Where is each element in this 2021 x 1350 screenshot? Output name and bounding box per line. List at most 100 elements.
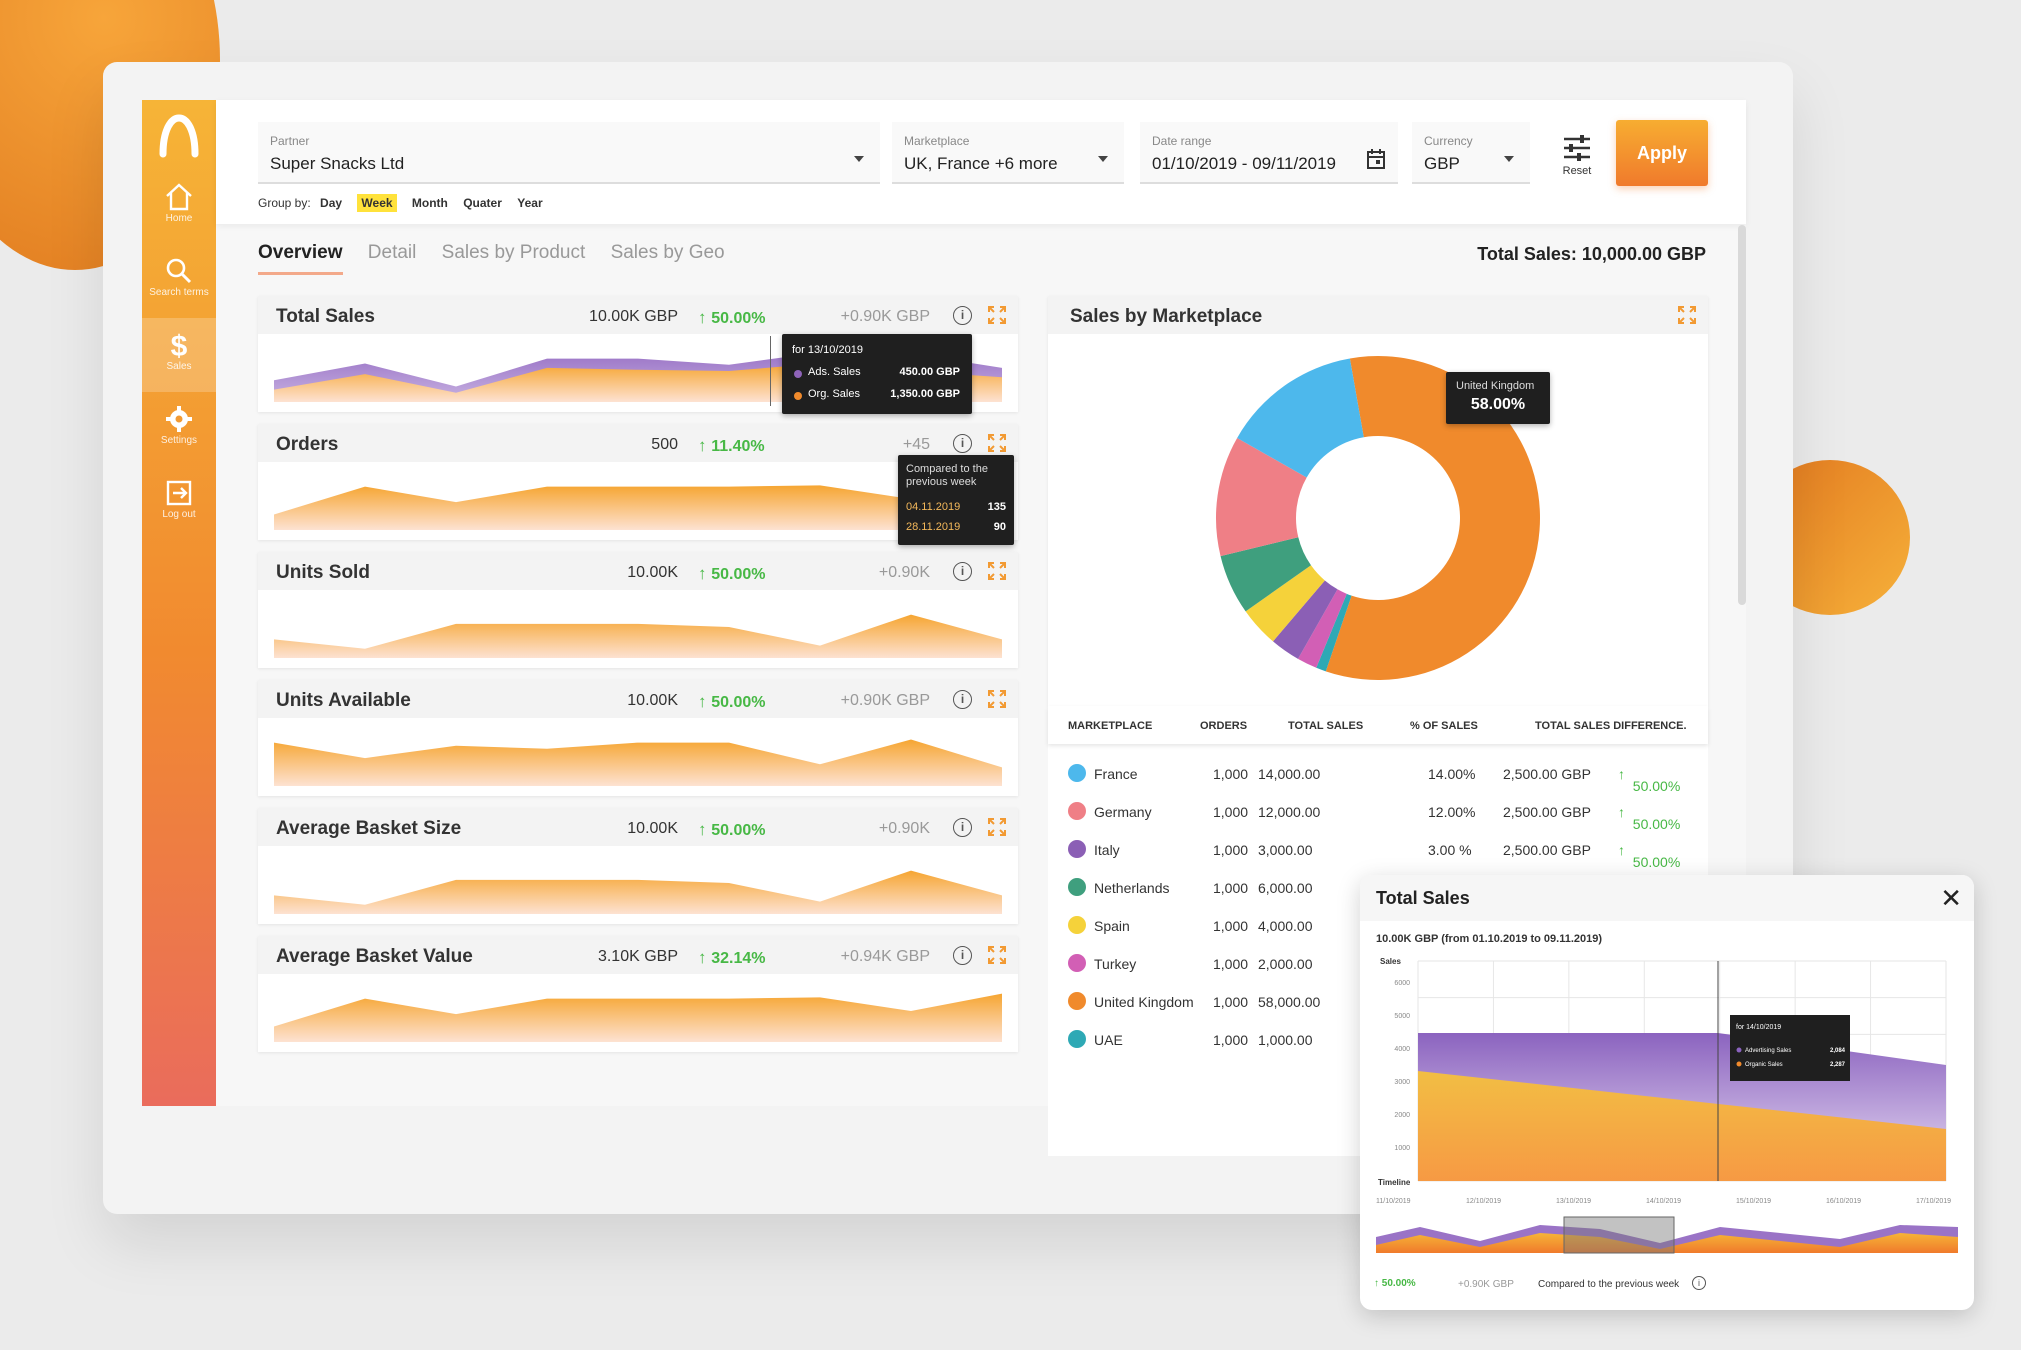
expand-icon[interactable] — [988, 818, 1006, 836]
info-icon[interactable]: i — [1692, 1276, 1706, 1290]
sales-cell: 1,000.00 — [1258, 1032, 1313, 1048]
pct-cell: 14.00% — [1428, 766, 1476, 782]
x-tick-label: 16/10/2019 — [1826, 1198, 1861, 1205]
info-icon[interactable]: i — [953, 306, 972, 325]
reset-label: Reset — [1562, 165, 1592, 177]
group-by-week[interactable]: Week — [357, 194, 397, 212]
marketplace-name: Italy — [1094, 842, 1120, 858]
metric-diff: +0.90K — [878, 820, 930, 837]
info-icon[interactable]: i — [953, 946, 972, 965]
pct-cell: 12.00% — [1428, 804, 1476, 820]
metric-diff: +0.90K — [878, 564, 930, 581]
orders-cell: 1,000 — [1213, 804, 1249, 820]
donut-slice-france[interactable] — [1237, 358, 1364, 478]
info-icon[interactable]: i — [953, 818, 972, 837]
expand-icon[interactable] — [988, 306, 1006, 324]
tab-overview[interactable]: Overview — [258, 242, 343, 275]
donut-slice-italy[interactable] — [1273, 580, 1338, 659]
sales-cell: 6,000.00 — [1258, 880, 1313, 896]
calendar-icon[interactable] — [1366, 148, 1386, 170]
dollar-icon: $ — [171, 330, 188, 360]
metric-change-value: 50.00% — [711, 310, 766, 327]
metric-name: Units Available — [276, 690, 411, 711]
expand-icon[interactable] — [988, 946, 1006, 964]
marketplace-name: Spain — [1094, 918, 1130, 934]
tab-sales-by-product[interactable]: Sales by Product — [441, 242, 586, 263]
diff-cell: 2,500.00 GBP — [1503, 804, 1591, 820]
apply-button[interactable]: Apply — [1616, 120, 1708, 186]
metric-change-value: 32.14% — [711, 950, 766, 967]
close-icon[interactable]: ✕ — [1940, 883, 1962, 913]
sidebar-item-home[interactable]: Home — [142, 170, 216, 244]
sales-tooltip: for 13/10/2019 Ads. Sales 450.00 GBP Org… — [782, 334, 972, 414]
expand-icon[interactable] — [988, 434, 1006, 452]
dashboard-app: Home Search terms $ Sales Settings Log o… — [142, 100, 1746, 1156]
popup-footer-pct-value: 50.00% — [1381, 1278, 1416, 1289]
metric-header — [258, 424, 1018, 462]
tab-detail[interactable]: Detail — [367, 242, 417, 263]
donut-slice-uae[interactable] — [1316, 593, 1352, 672]
expand-icon[interactable] — [1678, 306, 1696, 324]
donut-slice-germany[interactable] — [1216, 437, 1307, 557]
x-tick-label: 15/10/2019 — [1736, 1198, 1771, 1205]
metric-change: 50.00% — [698, 820, 765, 840]
sidebar-item-sales[interactable]: $ Sales — [142, 318, 216, 392]
table-row[interactable]: Spain 1,000 4,000.00 — [1048, 906, 1708, 944]
change-value: 50.00% — [1632, 778, 1681, 794]
table-row[interactable]: Netherlands 1,000 6,000.00 — [1048, 868, 1708, 906]
orders-tooltip-label: 04.11.2019 — [906, 501, 961, 513]
orders-tooltip-value: 90 — [993, 521, 1006, 533]
donut-slice-united-kingdom[interactable] — [1325, 356, 1540, 680]
info-icon[interactable]: i — [953, 562, 972, 581]
group-by-quater[interactable]: Quater — [463, 196, 502, 210]
y-tick-label: 2000 — [1394, 1112, 1410, 1119]
legend-dot — [1736, 1061, 1742, 1067]
metric-header — [258, 296, 1018, 334]
info-icon[interactable]: i — [953, 434, 972, 453]
donut-slice-netherlands[interactable] — [1220, 537, 1311, 612]
metric-header — [258, 680, 1018, 718]
y-tick-label: 4000 — [1394, 1046, 1410, 1053]
expand-icon[interactable] — [988, 690, 1006, 708]
partner-select[interactable]: Partner Super Snacks Ltd — [258, 122, 880, 184]
gear-icon — [166, 406, 192, 432]
sidebar-item-logout[interactable]: Log out — [142, 466, 216, 540]
mini-area-organic — [1376, 1233, 1958, 1253]
scrollbar[interactable] — [1738, 225, 1746, 605]
popup-tooltip-label: Advertising Sales — [1745, 1048, 1791, 1054]
sidebar-item-search[interactable]: Search terms — [142, 244, 216, 318]
metric-name: Total Sales — [276, 306, 375, 327]
table-row[interactable]: UAE 1,000 1,000.00 — [1048, 1020, 1708, 1058]
marketplace-name: Netherlands — [1094, 880, 1170, 896]
group-by-day[interactable]: Day — [320, 196, 343, 210]
date-range-picker[interactable]: Date range 01/10/2019 - 09/11/2019 — [1140, 122, 1398, 184]
table-row[interactable]: France 1,000 14,000.00 14.00% 2,500.00 G… — [1048, 754, 1708, 794]
sidebar-item-settings[interactable]: Settings — [142, 392, 216, 466]
pct-cell: 3.00 % — [1428, 842, 1472, 858]
sales-tooltip-label: Org. Sales — [808, 388, 860, 400]
popup-area-chart: Sales 6000 5000 4000 3000 2000 1000 Timeline 11/… — [1376, 957, 1958, 1254]
donut-slice-turkey[interactable] — [1297, 589, 1347, 668]
x-tick-label: 14/10/2019 — [1646, 1198, 1681, 1205]
table-row[interactable]: United Kingdom 1,000 58,000.00 — [1048, 982, 1708, 1020]
reset-button[interactable]: Reset — [1552, 134, 1602, 177]
group-by-month[interactable]: Month — [411, 196, 448, 210]
currency-select[interactable]: Currency GBP — [1412, 122, 1530, 184]
donut-slice-spain[interactable] — [1245, 565, 1325, 642]
metric-name: Average Basket Value — [276, 946, 473, 967]
legend-dot — [1068, 992, 1086, 1010]
metric-sparkline — [274, 870, 1002, 914]
table-row[interactable]: Turkey 1,000 2,000.00 — [1048, 944, 1708, 982]
metric-sparkline — [274, 485, 1002, 530]
info-icon[interactable]: i — [953, 690, 972, 709]
svg-text:$: $ — [171, 330, 188, 360]
tab-sales-by-geo[interactable]: Sales by Geo — [610, 242, 725, 263]
table-row[interactable]: Germany 1,000 12,000.00 12.00% 2,500.00 … — [1048, 792, 1708, 832]
marketplace-select[interactable]: Marketplace UK, France +6 more — [892, 122, 1124, 184]
group-by-year[interactable]: Year — [517, 196, 543, 210]
expand-icon[interactable] — [988, 562, 1006, 580]
sliders-icon — [1564, 135, 1590, 161]
range-selector-handle[interactable] — [1563, 1216, 1675, 1254]
table-row[interactable]: Italy 1,000 3,000.00 3.00 % 2,500.00 GBP… — [1048, 830, 1708, 870]
x-axis-label: Timeline — [1378, 1178, 1411, 1187]
